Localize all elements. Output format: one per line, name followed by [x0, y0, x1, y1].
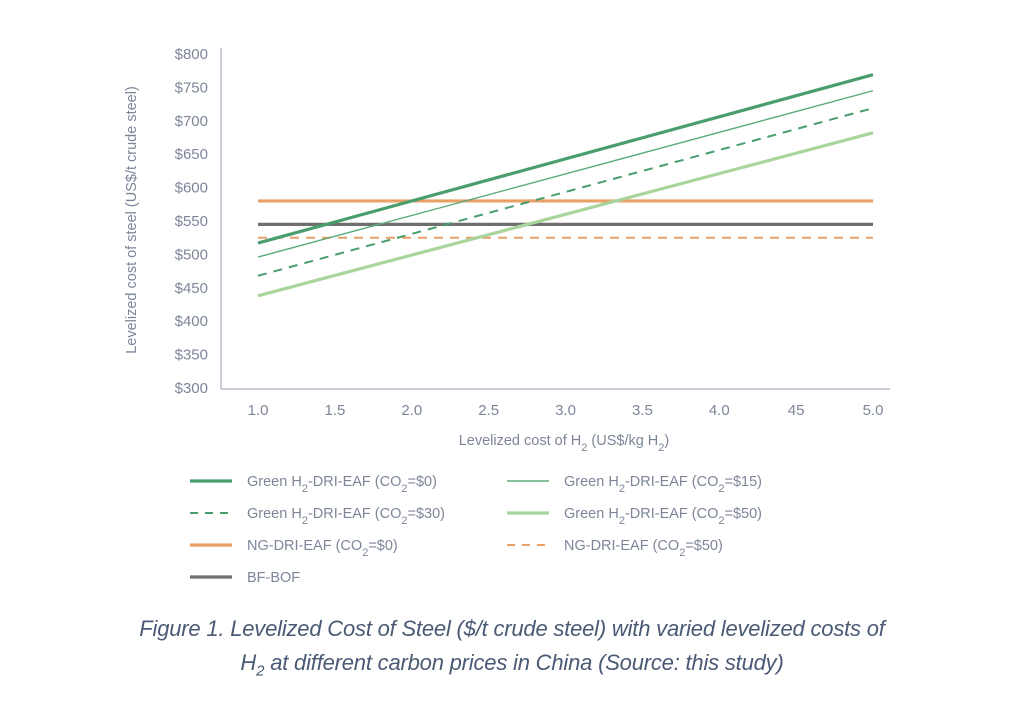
figure-caption: Figure 1. Levelized Cost of Steel ($/t c…	[0, 612, 1024, 688]
x-tick-label: 3.0	[555, 402, 576, 419]
y-tick-label: $500	[175, 246, 208, 263]
x-tick-label: 4.0	[709, 402, 730, 419]
legend-item: Green H2-DRI-EAF (CO2=$0)	[190, 474, 437, 495]
series-line-green-h-dri-eaf-co-0	[257, 73, 874, 245]
series-line-green-h-dri-eaf-co-15	[257, 90, 874, 258]
legend-item: NG-DRI-EAF (CO2=$50)	[507, 538, 723, 559]
y-tick-label: $600	[175, 180, 208, 197]
legend-label: NG-DRI-EAF (CO2=$0)	[247, 538, 398, 559]
y-axis-title: Levelized cost of steel (US$/t crude ste…	[124, 86, 140, 354]
x-tick-label: 45	[788, 402, 805, 419]
legend-item: Green H2-DRI-EAF (CO2=$30)	[190, 506, 445, 527]
caption-line-1: Figure 1. Levelized Cost of Steel ($/t c…	[139, 616, 885, 641]
legend-label: BF-BOF	[247, 570, 300, 586]
y-tick-labels: $300 $350 $400 $450 $500 $550 $600 $650 $700 $750…	[175, 46, 208, 397]
y-tick-label: $800	[175, 46, 208, 63]
y-tick-label: $650	[175, 146, 208, 163]
legend-item: NG-DRI-EAF (CO2=$0)	[190, 538, 398, 559]
y-tick-label: $700	[175, 113, 208, 130]
x-tick-label: 1.5	[324, 402, 345, 419]
legend-item: BF-BOF	[190, 570, 300, 586]
line-chart: $300 $350 $400 $450 $500 $550 $600 $650 $700 $750…	[124, 46, 890, 586]
legend: Green H2-DRI-EAF (CO2=$0) Green H2-DRI-EA…	[190, 474, 762, 586]
legend-item: Green H2-DRI-EAF (CO2=$15)	[507, 474, 762, 495]
y-tick-label: $550	[175, 213, 208, 230]
y-tick-label: $300	[175, 380, 208, 397]
x-tick-label: 1.0	[248, 402, 269, 419]
legend-label: Green H2-DRI-EAF (CO2=$15)	[564, 474, 762, 495]
x-axis-title: Levelized cost of H2 (US$/kg H2)	[459, 433, 670, 454]
x-tick-label: 2.5	[478, 402, 499, 419]
x-tick-label: 2.0	[401, 402, 422, 419]
legend-label: Green H2-DRI-EAF (CO2=$0)	[247, 474, 437, 495]
x-tick-labels: 1.0 1.5 2.0 2.5 3.0 3.5 4.0 45 5.0	[248, 402, 884, 419]
x-tick-label: 5.0	[863, 402, 884, 419]
y-tick-label: $350	[175, 347, 208, 364]
legend-label: Green H2-DRI-EAF (CO2=$50)	[564, 506, 762, 527]
x-tick-label: 3.5	[632, 402, 653, 419]
series-line-green-h-dri-eaf-co-30	[257, 107, 874, 277]
legend-label: Green H2-DRI-EAF (CO2=$30)	[247, 506, 445, 527]
y-tick-label: $750	[175, 79, 208, 96]
series-lines	[257, 73, 874, 298]
legend-label: NG-DRI-EAF (CO2=$50)	[564, 538, 723, 559]
legend-item: Green H2-DRI-EAF (CO2=$50)	[507, 506, 762, 527]
y-tick-label: $450	[175, 280, 208, 297]
caption-line-2: H2 at different carbon prices in China (…	[240, 650, 784, 680]
y-tick-label: $400	[175, 313, 208, 330]
series-line-green-h-dri-eaf-co-50	[257, 131, 874, 298]
axes	[220, 48, 890, 390]
